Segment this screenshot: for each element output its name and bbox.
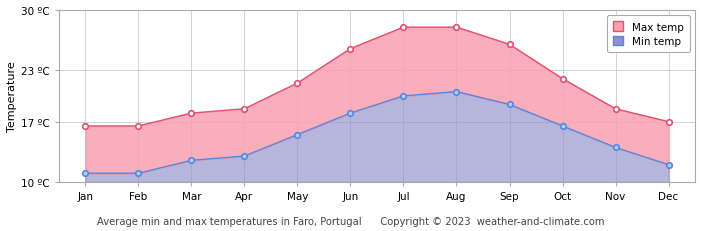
Text: Average min and max temperatures in Faro, Portugal      Copyright © 2023  weathe: Average min and max temperatures in Faro… (98, 216, 604, 226)
Legend: Max temp, Min temp: Max temp, Min temp (607, 16, 690, 53)
Y-axis label: Temperature: Temperature (7, 61, 17, 132)
